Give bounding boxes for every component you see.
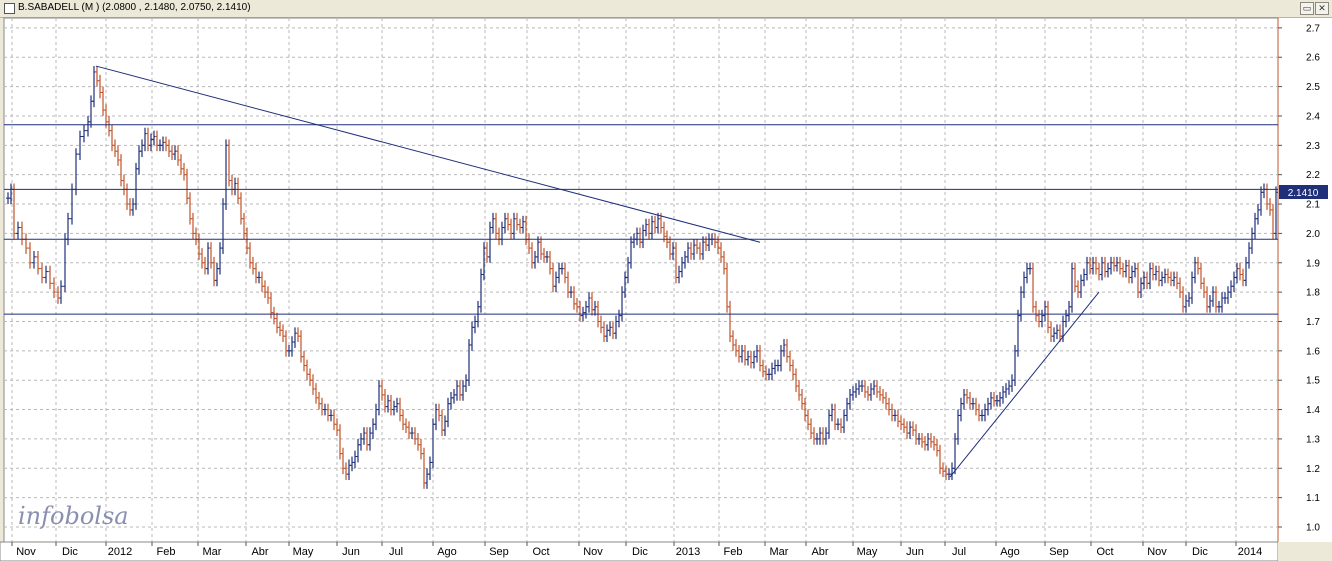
x-tick-label: Feb: [724, 546, 743, 558]
chart-window-icon: [4, 3, 15, 14]
y-tick-label: 2.6: [1306, 53, 1320, 64]
y-tick-label: 2.0: [1306, 229, 1320, 240]
y-tick-label: 2.3: [1306, 141, 1320, 152]
y-tick-label: 1.2: [1306, 464, 1320, 475]
y-axis-panel: [1278, 18, 1332, 542]
x-tick-label: 2012: [108, 546, 132, 558]
trendline-segment: [95, 65, 761, 243]
x-tick-label: Ago: [437, 546, 457, 558]
x-tick-label: Jul: [389, 546, 403, 558]
y-tick-label: 2.4: [1306, 111, 1320, 122]
y-tick-label: 2.5: [1306, 82, 1320, 93]
x-tick-label: Jun: [342, 546, 360, 558]
x-tick-label: Abr: [251, 546, 268, 558]
y-tick-label: 1.3: [1306, 434, 1320, 445]
y-tick-label: 1.5: [1306, 376, 1320, 387]
x-tick-label: Dic: [62, 546, 78, 558]
x-tick-label: Oct: [532, 546, 549, 558]
x-tick-label: Dic: [632, 546, 648, 558]
window-titlebar: B.SABADELL (M ) (2.0800 , 2.1480, 2.0750…: [0, 0, 1332, 18]
x-tick-label: May: [293, 546, 314, 558]
y-tick-label: 2.2: [1306, 170, 1320, 181]
x-tick-label: Sep: [489, 546, 509, 558]
y-tick-label: 1.9: [1306, 258, 1320, 269]
x-tick-label: Mar: [770, 546, 789, 558]
y-tick-label: 1.1: [1306, 493, 1320, 504]
y-tick-label: 1.0: [1306, 523, 1320, 534]
axis-corner: [1278, 542, 1332, 561]
x-tick-label: Dic: [1192, 546, 1208, 558]
trendline-segment: [949, 291, 1100, 478]
x-tick-label: Ago: [1000, 546, 1020, 558]
x-tick-label: May: [857, 546, 878, 558]
price-chart: 1.0 1.1 1.2 1.3 1.4 1.5 1.6 1.7 1.8 1.9 2.0 2.1 2.2 2…: [0, 17, 1332, 561]
x-tick-label: Mar: [203, 546, 222, 558]
x-tick-label: Jul: [952, 546, 966, 558]
y-tick-label: 2.7: [1306, 23, 1320, 34]
y-tick-label: 1.4: [1306, 405, 1320, 416]
last-price-label: 2.1410: [1288, 188, 1319, 199]
y-tick-label: 1.8: [1306, 288, 1320, 299]
close-button[interactable]: ✕: [1315, 2, 1329, 15]
x-tick-label: Oct: [1096, 546, 1113, 558]
x-tick-label: Nov: [1147, 546, 1167, 558]
last-price-box: [1279, 185, 1328, 200]
x-tick-label: Abr: [811, 546, 828, 558]
price-bars: [6, 66, 1278, 489]
window-title: B.SABADELL (M ) (2.0800 , 2.1480, 2.0750…: [18, 2, 251, 13]
x-tick-label: 2014: [1238, 546, 1262, 558]
x-tick-label: Nov: [16, 546, 36, 558]
y-tick-label: 1.6: [1306, 346, 1320, 357]
trendlines: [4, 65, 1278, 478]
x-tick-label: Jun: [906, 546, 924, 558]
x-tick-label: Sep: [1049, 546, 1069, 558]
restore-button[interactable]: ▭: [1300, 2, 1314, 15]
grid-lines: [4, 18, 1278, 542]
x-tick-label: Nov: [583, 546, 603, 558]
x-tick-label: Feb: [157, 546, 176, 558]
x-tick-label: 2013: [676, 546, 700, 558]
y-tick-label: 2.1: [1306, 200, 1320, 211]
infobolsa-watermark: infobolsa: [18, 502, 129, 530]
y-tick-label: 1.7: [1306, 317, 1320, 328]
